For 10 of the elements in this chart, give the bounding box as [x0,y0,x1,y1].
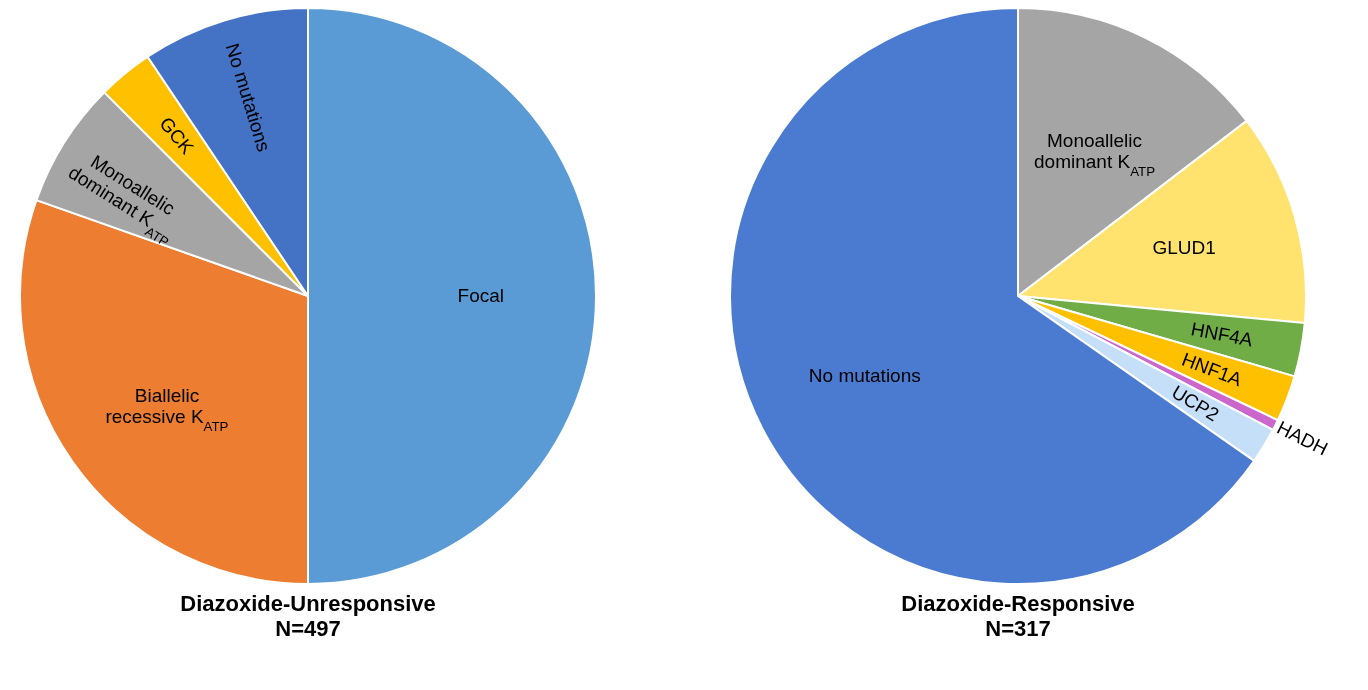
slice-label: GLUD1 [1152,237,1216,259]
slice-label: Focal [457,285,505,306]
slice-label: HNF4A [1189,318,1255,351]
slice-label: No mutations [808,364,921,386]
text: N=497 [275,616,341,641]
text: Diazoxide-Responsive [901,591,1135,616]
text: Diazoxide-Unresponsive [180,591,436,616]
slice-label: Biallelic recessive K$_{ATP}$ [105,384,229,434]
text: N=317 [985,616,1051,641]
slice-label: Monoallelic dominant K$_{ATP}$ [1034,130,1156,179]
